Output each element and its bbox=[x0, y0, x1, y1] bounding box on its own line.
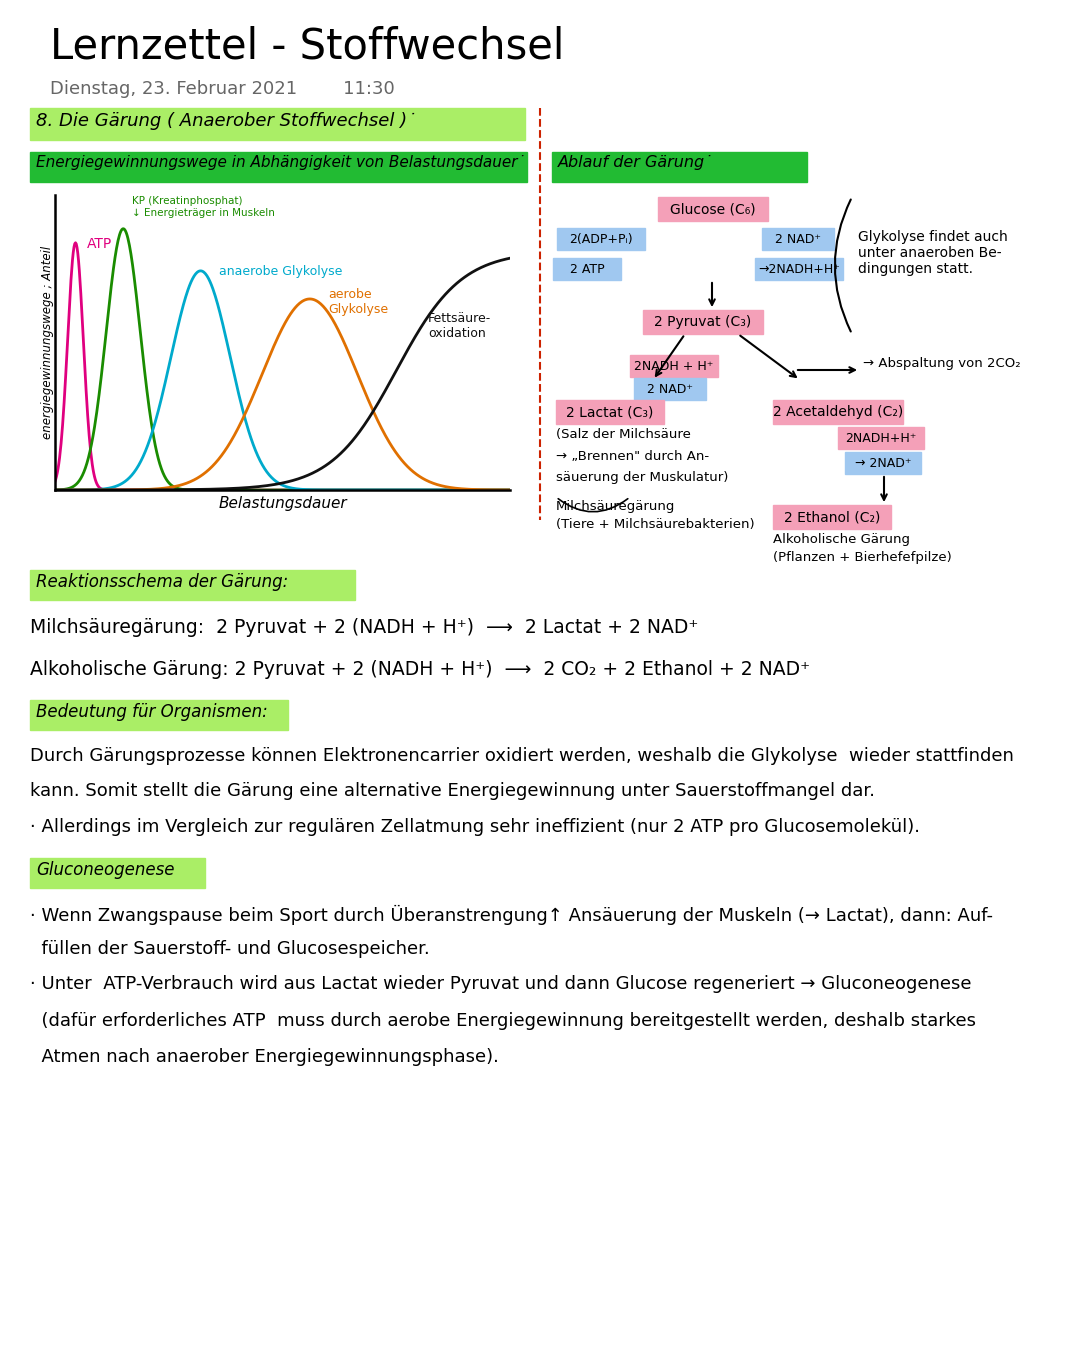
Bar bbox=[643, 310, 762, 333]
Y-axis label: energiegewinnungswege ; Anteil: energiegewinnungswege ; Anteil bbox=[41, 246, 54, 440]
Bar bbox=[30, 570, 355, 600]
Text: Durch Gärungsprozesse können Elektronencarrier oxidiert werden, weshalb die Glyk: Durch Gärungsprozesse können Elektronenc… bbox=[30, 747, 1014, 765]
Bar bbox=[552, 152, 807, 182]
Bar bbox=[30, 108, 525, 140]
Bar bbox=[630, 355, 718, 377]
Bar bbox=[553, 259, 621, 280]
Text: · Allerdings im Vergleich zur regulären Zellatmung sehr ineffizient (nur 2 ATP p: · Allerdings im Vergleich zur regulären … bbox=[30, 818, 920, 836]
Text: 2 NAD⁺: 2 NAD⁺ bbox=[647, 382, 693, 396]
Text: ATP: ATP bbox=[86, 237, 112, 250]
Text: Milchsäuregärung: Milchsäuregärung bbox=[556, 499, 675, 513]
Text: Gluconeogenese: Gluconeogenese bbox=[36, 862, 175, 879]
Bar bbox=[30, 152, 527, 182]
Text: anaerobe Glykolyse: anaerobe Glykolyse bbox=[219, 264, 342, 278]
Text: 8. Die Gärung ( Anaerober Stoffwechsel )˙: 8. Die Gärung ( Anaerober Stoffwechsel )… bbox=[36, 112, 416, 131]
Text: 2(ADP+Pᵢ): 2(ADP+Pᵢ) bbox=[569, 233, 633, 245]
Text: 2 ATP: 2 ATP bbox=[569, 263, 605, 275]
Bar bbox=[557, 229, 645, 250]
Bar bbox=[755, 259, 843, 280]
Text: Fettsäure-
oxidation: Fettsäure- oxidation bbox=[428, 312, 491, 340]
Text: Atmen nach anaerober Energiegewinnungsphase).: Atmen nach anaerober Energiegewinnungsph… bbox=[30, 1048, 499, 1066]
Text: Lernzettel - Stoffwechsel: Lernzettel - Stoffwechsel bbox=[50, 24, 565, 67]
Text: (Tiere + Milchsäurebakterien): (Tiere + Milchsäurebakterien) bbox=[556, 519, 755, 531]
Text: Ablauf der Gärung˙: Ablauf der Gärung˙ bbox=[558, 155, 713, 170]
Text: kann. Somit stellt die Gärung eine alternative Energiegewinnung unter Sauerstoff: kann. Somit stellt die Gärung eine alter… bbox=[30, 783, 875, 800]
Text: Alkoholische Gärung: Alkoholische Gärung bbox=[773, 534, 910, 546]
Bar bbox=[658, 197, 768, 220]
Text: 2 Pyruvat (C₃): 2 Pyruvat (C₃) bbox=[654, 314, 752, 329]
X-axis label: Belastungsdauer: Belastungsdauer bbox=[218, 495, 347, 510]
Bar bbox=[762, 229, 834, 250]
Text: 2 Lactat (C₃): 2 Lactat (C₃) bbox=[566, 406, 653, 419]
Text: Milchsäuregärung:  2 Pyruvat + 2 (NADH + H⁺)  ⟶  2 Lactat + 2 NAD⁺: Milchsäuregärung: 2 Pyruvat + 2 (NADH + … bbox=[30, 618, 699, 637]
Bar bbox=[845, 452, 921, 474]
Text: 2 NAD⁺: 2 NAD⁺ bbox=[775, 233, 821, 245]
Text: säuerung der Muskulatur): säuerung der Muskulatur) bbox=[556, 471, 728, 485]
Text: · Unter  ATP-Verbrauch wird aus Lactat wieder Pyruvat und dann Glucose regenerie: · Unter ATP-Verbrauch wird aus Lactat wi… bbox=[30, 974, 972, 994]
Text: → 2NAD⁺: → 2NAD⁺ bbox=[854, 456, 912, 470]
Bar bbox=[773, 400, 903, 425]
Text: (dafür erforderliches ATP  muss durch aerobe Energiegewinnung bereitgestellt wer: (dafür erforderliches ATP muss durch aer… bbox=[30, 1013, 976, 1030]
Text: aerobe
Glykolyse: aerobe Glykolyse bbox=[328, 289, 388, 316]
Text: · Wenn Zwangspause beim Sport durch Überanstrengung↑ Ansäuerung der Muskeln (→ L: · Wenn Zwangspause beim Sport durch Über… bbox=[30, 905, 993, 925]
Text: 2 Acetaldehyd (C₂): 2 Acetaldehyd (C₂) bbox=[773, 406, 903, 419]
Text: Glykolyse findet auch
unter anaeroben Be-
dingungen statt.: Glykolyse findet auch unter anaeroben Be… bbox=[858, 230, 1008, 276]
Text: (Pflanzen + Bierhefefpilze): (Pflanzen + Bierhefefpilze) bbox=[773, 551, 951, 563]
Bar bbox=[556, 400, 664, 425]
Text: → Abspaltung von 2CO₂: → Abspaltung von 2CO₂ bbox=[863, 357, 1021, 370]
Text: 2 Ethanol (C₂): 2 Ethanol (C₂) bbox=[784, 510, 880, 524]
Text: (Salz der Milchsäure: (Salz der Milchsäure bbox=[556, 427, 691, 441]
Text: Dienstag, 23. Februar 2021        11:30: Dienstag, 23. Februar 2021 11:30 bbox=[50, 80, 395, 98]
Text: Reaktionsschema der Gärung:: Reaktionsschema der Gärung: bbox=[36, 573, 288, 591]
Text: füllen der Sauerstoff- und Glucosespeicher.: füllen der Sauerstoff- und Glucosespeich… bbox=[30, 940, 430, 958]
Text: KP (Kreatinphosphat)
↓ Energieträger in Muskeln: KP (Kreatinphosphat) ↓ Energieträger in … bbox=[133, 196, 275, 218]
Text: → „Brennen" durch An-: → „Brennen" durch An- bbox=[556, 450, 710, 463]
Text: →2NADH+H⁺: →2NADH+H⁺ bbox=[758, 263, 840, 275]
Text: Bedeutung für Organismen:: Bedeutung für Organismen: bbox=[36, 704, 268, 721]
Text: Energiegewinnungswege in Abhängigkeit von Belastungsdauer˙: Energiegewinnungswege in Abhängigkeit vo… bbox=[36, 155, 525, 170]
Bar bbox=[773, 505, 891, 529]
Bar bbox=[30, 700, 288, 729]
Bar bbox=[30, 857, 205, 887]
Text: 2NADH+H⁺: 2NADH+H⁺ bbox=[846, 431, 917, 445]
Text: Alkoholische Gärung: 2 Pyruvat + 2 (NADH + H⁺)  ⟶  2 CO₂ + 2 Ethanol + 2 NAD⁺: Alkoholische Gärung: 2 Pyruvat + 2 (NADH… bbox=[30, 660, 810, 679]
Text: 2NADH + H⁺: 2NADH + H⁺ bbox=[634, 359, 714, 373]
Bar bbox=[838, 427, 924, 449]
Text: Glucose (C₆): Glucose (C₆) bbox=[671, 201, 756, 216]
Bar bbox=[634, 378, 706, 400]
